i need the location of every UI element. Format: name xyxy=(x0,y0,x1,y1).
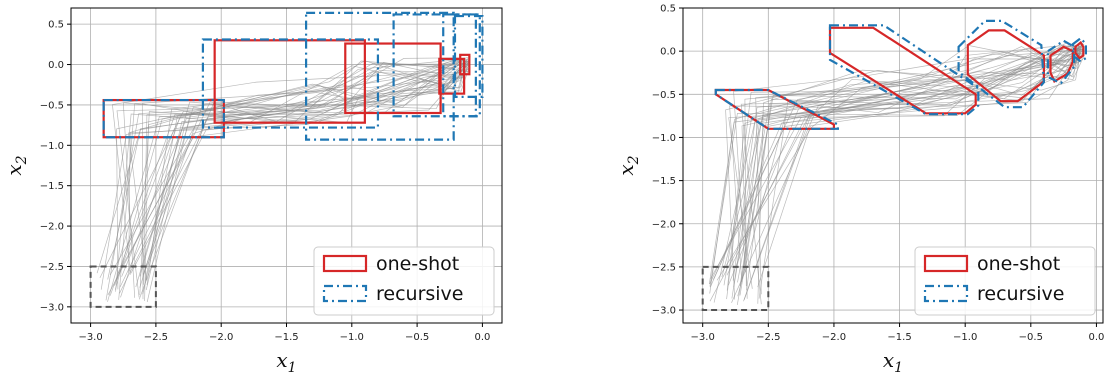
trajectory-line xyxy=(721,48,1079,278)
legend-swatch-recursive xyxy=(322,284,368,303)
y-tick-label: 0.5 xyxy=(48,20,64,31)
x-tick-label: −2.0 xyxy=(209,332,233,343)
x-tick-label: −1.5 xyxy=(274,332,298,343)
trajectory-line xyxy=(709,58,1084,294)
y-tick-label: −0.5 xyxy=(40,100,64,111)
legend: one-shot recursive xyxy=(313,246,495,316)
legend-box xyxy=(914,246,1096,316)
one-shot-reach-set xyxy=(459,53,471,76)
recursive-reach-set xyxy=(957,19,1046,109)
y-tick-label: −1.0 xyxy=(652,133,676,144)
y-tick-label: 0.0 xyxy=(660,47,676,58)
y-tick-label: 0.0 xyxy=(48,60,64,71)
y-axis-label-subscript: 2 xyxy=(14,155,30,165)
recursive-reach-set xyxy=(453,14,484,98)
y-tick-label: −1.5 xyxy=(40,181,64,192)
x-tick-label: −0.5 xyxy=(405,332,429,343)
y-tick-label: −2.0 xyxy=(40,222,64,233)
y-axis-label: x2 xyxy=(614,155,642,175)
x-tick-label: −2.5 xyxy=(144,332,168,343)
x-axis-label: x1 xyxy=(276,348,296,374)
one-shot-reach-set xyxy=(1049,45,1074,83)
x-tick-label: −3.0 xyxy=(78,332,102,343)
trajectory-line xyxy=(117,60,470,274)
legend-swatch-one-shot xyxy=(322,254,368,273)
recursive-reach-set xyxy=(304,11,455,141)
trajectory-line xyxy=(741,43,1082,299)
trajectory-line xyxy=(146,62,466,286)
trajectory-line xyxy=(116,60,466,290)
recursive-reach-set xyxy=(714,88,840,130)
trajectory-line xyxy=(709,48,1081,302)
x-axis-label: x1 xyxy=(883,348,903,374)
legend: one-shot recursive xyxy=(914,246,1096,316)
trajectory-line xyxy=(732,43,1080,281)
x-tick-label: 0.0 xyxy=(474,332,490,343)
recursive-reach-set xyxy=(442,13,477,118)
x-tick-label: −1.0 xyxy=(340,332,364,343)
y-tick-label: −1.0 xyxy=(40,141,64,152)
trajectory-line xyxy=(725,54,1081,300)
x-axis-label-subscript: 1 xyxy=(288,360,297,374)
x-tick-label: −2.5 xyxy=(756,332,780,343)
recursive-reach-set xyxy=(828,24,980,116)
recursive-reach-set xyxy=(392,13,481,118)
one-shot-reach-set xyxy=(438,57,466,95)
legend-swatch-one-shot xyxy=(923,254,969,273)
trajectory-line xyxy=(115,65,470,292)
one-shot-reach-set xyxy=(1074,40,1085,60)
trajectory-line xyxy=(723,45,1084,286)
initial-set-box xyxy=(701,265,770,312)
y-tick-label: −3.0 xyxy=(652,306,676,317)
x-tick-label: −1.0 xyxy=(953,332,977,343)
y-tick-label: −1.5 xyxy=(652,176,676,187)
legend-label-one-shot: one-shot xyxy=(977,253,1060,275)
trajectory-line xyxy=(142,61,467,295)
legend-label-recursive: recursive xyxy=(977,283,1065,305)
one-shot-reach-set xyxy=(213,39,366,124)
trajectories xyxy=(708,42,1085,305)
x-axis-label-subscript: 1 xyxy=(894,360,903,374)
x-tick-label: 0.0 xyxy=(1088,332,1104,343)
y-axis-label-subscript: 2 xyxy=(626,155,642,165)
y-tick-label: −2.0 xyxy=(652,219,676,230)
trajectory-line xyxy=(740,57,1082,305)
trajectory-line xyxy=(737,43,1084,283)
x-tick-label: −3.0 xyxy=(691,332,715,343)
recursive-reach-set xyxy=(201,38,380,129)
legend-label-one-shot: one-shot xyxy=(376,253,459,275)
trajectory-line xyxy=(143,56,471,285)
trajectory-line xyxy=(713,54,1084,280)
recursive-reach-set xyxy=(102,98,225,139)
x-tick-label: −1.5 xyxy=(887,332,911,343)
trajectory-line xyxy=(109,58,468,276)
trajectory-line xyxy=(733,49,1081,273)
legend-label-recursive: recursive xyxy=(376,283,464,305)
y-tick-label: −0.5 xyxy=(652,90,676,101)
y-tick-label: 0.5 xyxy=(660,4,676,15)
legend-swatch-recursive xyxy=(923,284,969,303)
x-tick-label: −2.0 xyxy=(822,332,846,343)
left-chart: −3.0 −2.5 −2.0 −1.5 −1.0 −0.5 0.0 0.5 0.0 −0.5 −1.… xyxy=(2,7,503,374)
trajectory-line xyxy=(731,46,1083,303)
one-shot-reach-set xyxy=(828,26,977,115)
initial-set-box xyxy=(89,265,157,308)
trajectory-line xyxy=(746,46,1080,291)
x-tick-label: −0.5 xyxy=(1019,332,1043,343)
trajectory-line xyxy=(107,62,465,302)
y-tick-label: −3.0 xyxy=(40,302,64,313)
y-axis-label: x2 xyxy=(2,155,30,175)
y-tick-label: −2.5 xyxy=(652,262,676,273)
right-chart: −3.0 −2.5 −2.0 −1.5 −1.0 −0.5 0.0 0.5 0.0 −0.5 −1.… xyxy=(614,4,1104,374)
trajectory-line xyxy=(736,45,1082,305)
legend-box xyxy=(313,246,495,316)
y-tick-label: −2.5 xyxy=(40,262,64,273)
trajectory-line xyxy=(757,44,1083,288)
axes-frame xyxy=(682,7,1104,324)
